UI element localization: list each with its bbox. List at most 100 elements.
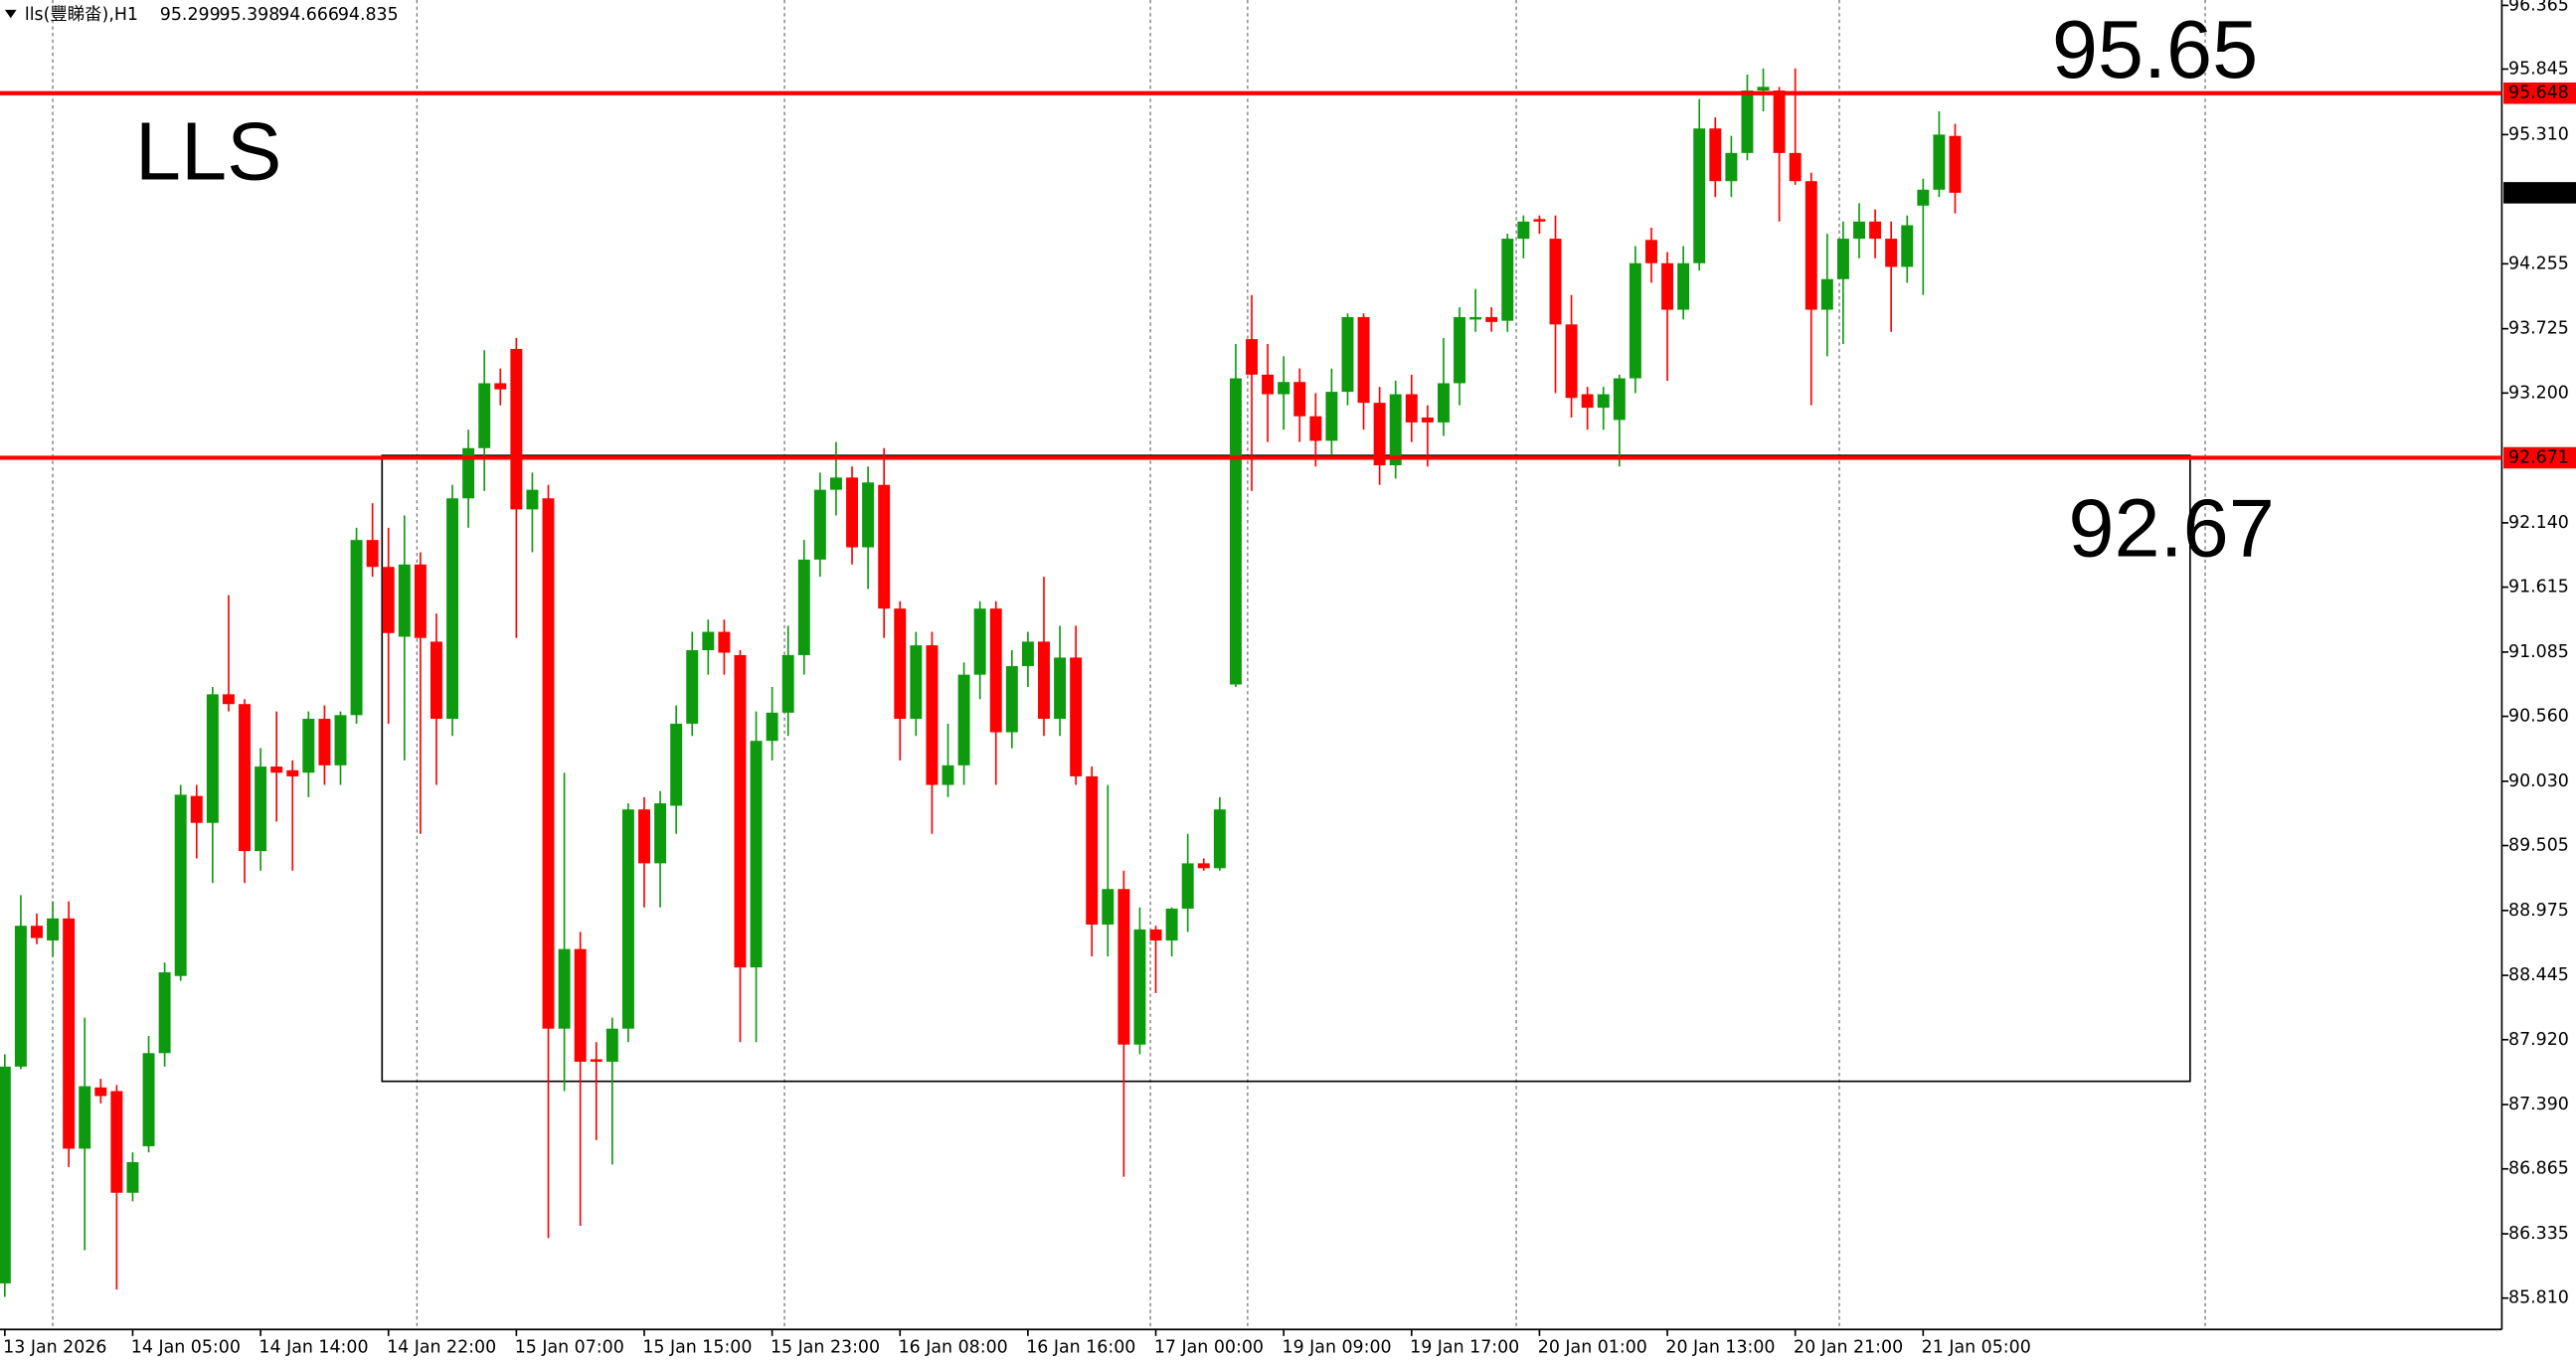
candle-body — [590, 1059, 602, 1062]
y-tick-label: 91.085 — [2508, 642, 2569, 662]
candle-body — [1133, 929, 1146, 1045]
current-price-label: 94.835 — [2508, 183, 2569, 203]
candle-body — [79, 1086, 91, 1149]
x-tick-label: 17 Jan 00:00 — [1154, 1337, 1264, 1357]
candle-body — [1517, 221, 1530, 240]
x-tick-label: 21 Jan 05:00 — [1922, 1337, 2031, 1357]
candle-body — [382, 567, 395, 633]
candle-body — [1629, 262, 1641, 379]
candle-body — [1054, 657, 1067, 720]
candle-body — [766, 712, 778, 742]
candle-body — [1549, 239, 1562, 325]
x-tick-label: 16 Jan 08:00 — [899, 1337, 1008, 1357]
candle-body — [1869, 221, 1882, 240]
y-tick-label: 93.200 — [2508, 383, 2569, 403]
candle-body — [1038, 641, 1050, 720]
x-tick-label: 14 Jan 22:00 — [387, 1337, 496, 1357]
candle-body — [781, 654, 794, 713]
x-tick-label: 20 Jan 21:00 — [1794, 1337, 1903, 1357]
candle-body — [797, 559, 810, 655]
symbol-title: lls(豐睇畓),H1 — [25, 5, 138, 25]
candle-body — [1086, 775, 1099, 925]
x-tick-label: 13 Jan 2026 — [3, 1337, 106, 1357]
candle-body — [957, 674, 970, 766]
y-tick-label: 85.810 — [2508, 1288, 2569, 1308]
candle-body — [239, 704, 251, 852]
candle-body — [1005, 666, 1018, 733]
candle-body — [1117, 889, 1130, 1045]
candle-body — [1773, 90, 1786, 153]
y-tick-label: 90.030 — [2508, 771, 2569, 791]
candle-body — [989, 608, 1002, 733]
candle-body — [1262, 374, 1275, 395]
candle-body — [1405, 394, 1418, 423]
candle-body — [1325, 392, 1338, 441]
candle-body — [702, 631, 715, 651]
menu-icon[interactable] — [4, 9, 17, 19]
candle-body — [14, 926, 27, 1067]
candle-body — [94, 1087, 107, 1097]
candle-body — [255, 767, 267, 852]
candle-body — [574, 948, 587, 1062]
candle-body — [1421, 417, 1434, 423]
y-tick-label: 96.365 — [2508, 0, 2569, 15]
x-tick-label: 14 Jan 14:00 — [258, 1337, 368, 1357]
candle-body — [206, 694, 219, 823]
x-tick-label: 14 Jan 05:00 — [131, 1337, 241, 1357]
x-tick-label: 20 Jan 01:00 — [1538, 1337, 1647, 1357]
plot — [0, 68, 2502, 1297]
candle-body — [31, 926, 43, 938]
candle-body — [910, 645, 923, 720]
candle-body — [1293, 382, 1306, 417]
candle-body — [654, 803, 667, 864]
candle-body — [526, 489, 539, 510]
candle-body — [1149, 929, 1162, 940]
candle-body — [334, 715, 347, 766]
candle-body — [110, 1091, 123, 1193]
candle-body — [1757, 86, 1770, 91]
candle-body — [1933, 134, 1946, 190]
candle-body — [1693, 128, 1706, 263]
x-tick-label: 19 Jan 17:00 — [1410, 1337, 1519, 1357]
candle-body — [1165, 908, 1178, 940]
candle-body — [142, 1053, 155, 1146]
candle-body — [686, 650, 699, 724]
y-tick-label: 95.845 — [2508, 59, 2569, 79]
x-tick-label: 15 Jan 23:00 — [771, 1337, 880, 1357]
range-box — [381, 454, 2191, 1083]
y-tick-label: 92.140 — [2508, 513, 2569, 533]
candle-body — [1469, 316, 1482, 320]
candle-body — [1917, 189, 1930, 206]
candle-body — [1485, 316, 1498, 322]
candle-body — [942, 765, 954, 785]
candle-body — [414, 564, 427, 638]
price-level-tag — [2503, 446, 2576, 469]
candle-body — [1789, 152, 1802, 182]
price-level-label: 95.648 — [2508, 84, 2569, 103]
candle-body — [878, 484, 891, 609]
candle-body — [1853, 221, 1865, 240]
candle-body — [63, 918, 76, 1149]
current-price-tag — [2503, 182, 2576, 204]
candle-body — [350, 540, 363, 716]
candle-body — [1229, 378, 1242, 685]
candle-body — [605, 1028, 618, 1062]
price-level-label: 92.671 — [2508, 447, 2569, 467]
candle-body — [222, 694, 235, 705]
candle-body — [1181, 863, 1194, 909]
candle-body — [1901, 225, 1914, 267]
candle-body — [1613, 378, 1626, 421]
candle-body — [926, 645, 939, 785]
candle-body — [1820, 278, 1833, 310]
candle-body — [494, 383, 507, 390]
candle-body — [398, 564, 411, 637]
y-tick-label: 95.310 — [2508, 124, 2569, 144]
candle-body — [542, 498, 555, 1029]
y-tick-label: 86.335 — [2508, 1224, 2569, 1244]
candle-body — [862, 482, 875, 548]
x-tick-label: 15 Jan 15:00 — [642, 1337, 752, 1357]
candle-body — [1581, 394, 1594, 409]
candle-body — [47, 918, 60, 940]
